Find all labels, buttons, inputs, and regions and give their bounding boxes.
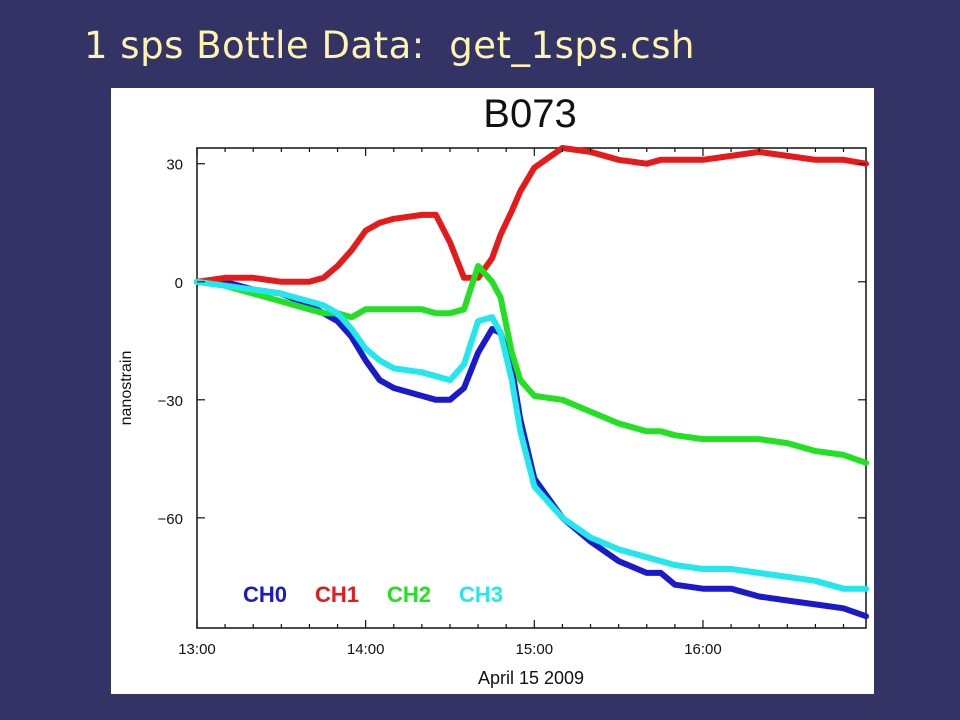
- x-tick-label: 15:00: [516, 641, 554, 658]
- series-line-ch1: [194, 145, 869, 285]
- series-layer: [194, 145, 869, 620]
- series-line-ch3: [194, 278, 869, 592]
- chart-figure: B073 30 0 −30 −60 13:00 14:00 15:00 16:00 April…: [111, 88, 874, 694]
- chart-svg: B073 30 0 −30 −60 13:00 14:00 15:00 16:00 April…: [118, 92, 869, 688]
- legend-item-ch1: CH1: [315, 582, 359, 607]
- legend-item-ch3: CH3: [459, 582, 503, 607]
- legend-item-ch0: CH0: [243, 582, 287, 607]
- slide-title: 1 sps Bottle Data: get_1sps.csh: [84, 24, 695, 67]
- x-tick-label: 16:00: [684, 641, 722, 658]
- y-tick-label: −30: [158, 393, 183, 410]
- legend-item-ch2: CH2: [387, 582, 431, 607]
- chart-title: B073: [483, 92, 576, 136]
- axis-layer: 30 0 −30 −60 13:00 14:00 15:00 16:00: [158, 148, 866, 658]
- x-axis-label: April 15 2009: [478, 668, 584, 688]
- x-tick-label: 14:00: [347, 641, 385, 658]
- plot-frame: [196, 147, 867, 629]
- y-tick-label: −60: [158, 511, 183, 528]
- y-tick-label: 0: [175, 275, 183, 292]
- series-line-ch2: [194, 263, 869, 466]
- x-tick-label: 13:00: [178, 641, 216, 658]
- y-tick-label: 30: [166, 157, 183, 174]
- legend: CH0 CH1 CH2 CH3: [243, 582, 503, 607]
- series-line-ch0: [194, 278, 869, 620]
- y-axis-label: nanostrain: [118, 351, 135, 426]
